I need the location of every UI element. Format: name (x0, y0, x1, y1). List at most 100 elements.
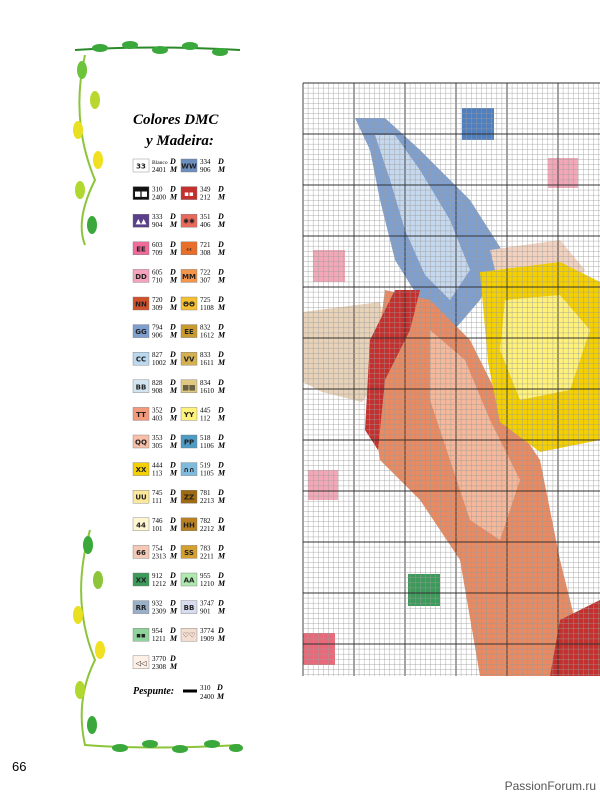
madeira-mark: M (217, 524, 226, 533)
dmc-code: 3770 (152, 655, 167, 663)
swatch (132, 213, 150, 228)
swatch-symbol: MM (182, 273, 196, 281)
dmc-mark: D (169, 405, 176, 414)
dmc-mark: D (169, 543, 176, 552)
madeira-mark: M (169, 275, 178, 284)
swatch (180, 628, 198, 642)
madeira-code: 307 (200, 276, 211, 284)
swatch-symbol: 33 (136, 163, 146, 171)
swatch (180, 241, 198, 256)
dmc-code: 721 (200, 241, 211, 249)
madeira-mark: M (169, 386, 178, 395)
madeira-mark: M (217, 358, 226, 367)
swatch (180, 269, 198, 283)
madeira-code: 305 (152, 442, 163, 450)
madeira-mark: M (216, 692, 225, 701)
swatch (180, 407, 198, 421)
madeira-mark: M (169, 524, 178, 533)
dmc-code: 351 (200, 213, 211, 221)
madeira-code: 709 (152, 249, 163, 257)
swatch-symbol: ■■ (134, 190, 147, 198)
swatch-symbol: BB (184, 604, 195, 612)
swatch-symbol: EE (136, 245, 146, 253)
dmc-mark: D (169, 157, 176, 166)
dmc-code: 828 (152, 379, 163, 387)
swatch (180, 296, 198, 311)
watermark: PassionForum.ru (505, 779, 596, 793)
dmc-mark: D (169, 350, 176, 359)
swatch-symbol: RR (136, 604, 147, 612)
madeira-mark: M (217, 579, 226, 588)
madeira-mark: M (217, 220, 226, 229)
dmc-mark: D (169, 323, 176, 332)
swatch-symbol: QQ (135, 439, 147, 447)
swatch (132, 352, 150, 366)
dmc-code: 445 (200, 406, 211, 414)
madeira-code: 112 (200, 414, 211, 422)
madeira-code: 1210 (200, 580, 215, 588)
madeira-mark: M (217, 275, 226, 284)
swatch (132, 407, 150, 421)
madeira-code: 2401 (152, 166, 167, 174)
legend: 33 Blanco2401DM■■3102400DM▲▲333904DMEE603… (132, 157, 226, 671)
swatch-symbol: 44 (136, 521, 146, 529)
swatch-symbol: PP (184, 439, 194, 447)
swatch (132, 462, 150, 476)
dmc-mark: D (169, 626, 176, 635)
backstitch-label: Pespunte: (133, 686, 174, 697)
dmc-mark: D (217, 267, 224, 276)
swatch (180, 572, 198, 587)
madeira-mark: M (217, 441, 226, 450)
swatch (180, 352, 198, 366)
swatch-symbol: ▪▪ (184, 190, 194, 198)
madeira-mark: M (169, 331, 178, 340)
madeira-mark: M (169, 441, 178, 450)
swatch (132, 379, 150, 393)
swatch-symbol: ✱✱ (183, 218, 195, 226)
swatch-symbol: ZZ (184, 494, 194, 502)
madeira-mark: M (169, 634, 178, 643)
dmc-code: 833 (200, 351, 211, 359)
madeira-code: 101 (152, 525, 163, 533)
swatch-symbol: 66 (136, 549, 146, 557)
madeira-code: 1211 (152, 635, 166, 643)
madeira-mark: M (169, 607, 178, 616)
madeira-code: 406 (200, 221, 211, 229)
swatch (180, 379, 198, 393)
backstitch-dmc: 310 (200, 684, 211, 692)
swatch-symbol: VV (184, 356, 195, 364)
dmc-mark: D (169, 240, 176, 249)
swatch (180, 517, 198, 531)
dmc-mark: D (169, 212, 176, 221)
madeira-code: 2213 (200, 497, 215, 505)
vine-top (73, 41, 241, 246)
dmc-code: 310 (152, 186, 163, 194)
madeira-code: 1909 (200, 635, 215, 643)
madeira-mark: M (217, 248, 226, 257)
swatch (180, 158, 198, 173)
dmc-code: 333 (152, 213, 163, 221)
dmc-mark: D (217, 157, 224, 166)
swatch (132, 158, 150, 173)
dmc-mark: D (169, 378, 176, 387)
madeira-mark: M (217, 634, 226, 643)
madeira-code: 2211 (200, 552, 214, 560)
page-number: 66 (12, 759, 26, 774)
madeira-mark: M (169, 496, 178, 505)
swatch (132, 296, 150, 311)
madeira-mark: M (169, 358, 178, 367)
dmc-code: 725 (200, 296, 211, 304)
madeira-code: 1108 (200, 304, 214, 312)
madeira-code: 2309 (152, 608, 167, 616)
swatch-symbol: WW (181, 163, 197, 171)
dmc-mark: D (217, 433, 224, 442)
swatch (180, 213, 198, 228)
madeira-mark: M (217, 469, 226, 478)
swatch-symbol: ∩∩ (183, 466, 194, 474)
dmc-code: 3747 (200, 600, 215, 608)
dmc-code: 722 (200, 268, 211, 276)
madeira-code: 212 (200, 194, 211, 202)
swatch-symbol: ◁◁ (136, 659, 147, 667)
swatch-symbol: CC (136, 356, 146, 364)
